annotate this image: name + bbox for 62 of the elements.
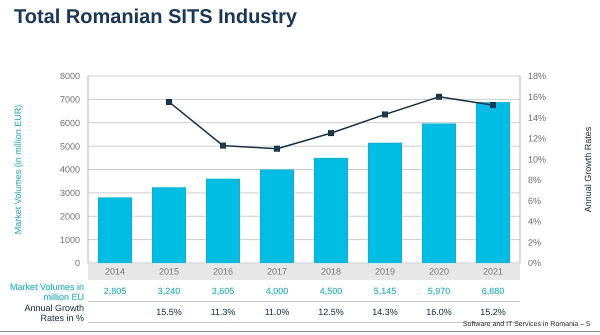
data-label: 11.0% <box>264 307 290 317</box>
y2-tick-label: 8% <box>528 175 542 186</box>
bar <box>314 158 348 263</box>
y-tick-label: 0 <box>74 258 80 268</box>
data-label: 2,805 <box>102 286 128 296</box>
y2-tick-label: 0% <box>528 258 542 268</box>
bar <box>152 187 186 263</box>
y-tick-label: 4000 <box>60 164 80 175</box>
y-tick-label: 5000 <box>60 141 80 152</box>
x-tick-label: 2019 <box>374 266 396 276</box>
x-tick-label: 2014 <box>104 266 126 276</box>
x-tick-label: 2018 <box>320 266 342 276</box>
y2-tick-label: 2% <box>528 237 542 248</box>
y-tick-label: 2000 <box>60 211 80 222</box>
y2-tick-label: 14% <box>528 112 546 123</box>
x-tick-label: 2017 <box>266 266 288 276</box>
y2-tick-label: 10% <box>528 154 546 164</box>
data-label: 4,500 <box>318 286 344 296</box>
x-tick-label: 2021 <box>482 266 504 276</box>
data-label: 14.3% <box>371 307 399 317</box>
y-tick-label: 6000 <box>60 118 80 128</box>
text: Market Volumes in million EU <box>8 282 84 302</box>
data-label: 11.3% <box>210 307 236 317</box>
text: Annual Growth Rates in % <box>23 303 84 323</box>
bar <box>368 142 402 263</box>
y2-tick-label: 16% <box>528 92 546 102</box>
data-label: 12.5% <box>317 307 345 317</box>
data-label: 15.2% <box>479 307 507 317</box>
point <box>382 111 388 118</box>
x-tick-label: 2015 <box>158 266 180 276</box>
bar <box>260 170 294 263</box>
point <box>490 102 496 108</box>
x-tick-label: 2016 <box>212 266 234 276</box>
data-label: 6,880 <box>480 286 506 296</box>
bar <box>476 102 510 263</box>
bar <box>98 197 132 263</box>
data-label: 5,970 <box>426 286 452 296</box>
y-tick-label: 3000 <box>60 188 80 198</box>
y-tick-label: 1000 <box>60 234 80 245</box>
y2-tick-label: 6% <box>528 196 542 206</box>
y2-tick-label: 12% <box>528 134 546 144</box>
point <box>220 142 226 149</box>
data-label: 16.0% <box>425 307 453 317</box>
data-label: 3,240 <box>156 286 182 296</box>
point <box>436 94 442 100</box>
bar <box>422 123 456 263</box>
point <box>274 146 280 152</box>
y-tick-label: 8000 <box>60 71 80 82</box>
y2-tick-label: 4% <box>528 216 542 227</box>
y2-axis-title: Annual Growth Rates <box>583 126 594 212</box>
x-tick-label: 2020 <box>428 266 450 276</box>
data-label: 5,145 <box>372 286 398 296</box>
y-tick-label: 7000 <box>60 94 80 105</box>
point <box>328 130 334 136</box>
point <box>166 98 172 105</box>
data-label: 15.5% <box>155 307 183 317</box>
data-label: 3,605 <box>210 286 236 296</box>
data-label: 4,000 <box>264 286 290 296</box>
y-axis-title: Market Volumes (in million EUR) <box>13 104 24 234</box>
chart-title: Total Romanian SITS Industry <box>14 6 297 29</box>
bar <box>206 178 240 263</box>
y2-tick-label: 18% <box>528 71 546 82</box>
